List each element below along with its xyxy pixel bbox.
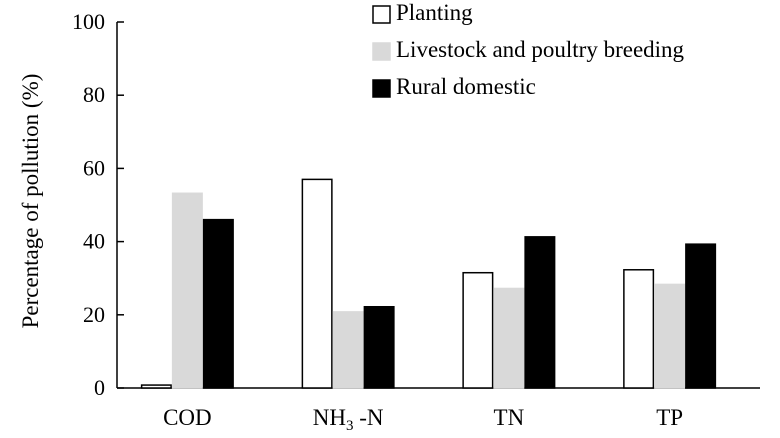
category-labels: COD NH3 -N TN TP xyxy=(163,405,683,434)
bar-livestock-2 xyxy=(493,287,525,389)
bar-rural-2 xyxy=(524,236,556,389)
bar-livestock-3 xyxy=(654,283,686,389)
x-category-label: TN xyxy=(494,405,525,430)
y-tick-label: 80 xyxy=(83,82,105,107)
legend-swatch xyxy=(372,79,391,98)
x-category-label: COD xyxy=(163,405,212,430)
bars xyxy=(140,178,717,389)
y-axis-title: Percentage of pollution (%) xyxy=(18,74,43,329)
bar-planting-2 xyxy=(462,271,494,389)
bar-livestock-0 xyxy=(171,192,203,389)
legend-label: Planting xyxy=(396,0,473,25)
x-category-label: TP xyxy=(656,405,683,430)
bar-rural-1 xyxy=(363,305,395,389)
y-tick-label: 0 xyxy=(94,375,105,400)
y-axis-title-group: Percentage of pollution (%) xyxy=(18,74,43,329)
bar-rural-3 xyxy=(685,243,717,389)
y-tick-label: 20 xyxy=(83,302,105,327)
legend-label: Livestock and poultry breeding xyxy=(396,37,685,62)
bar-planting-0 xyxy=(140,384,172,389)
legend-swatch xyxy=(372,5,391,24)
bar-planting-3 xyxy=(623,269,655,389)
legend: Planting Livestock and poultry breeding Ru… xyxy=(372,0,685,99)
legend-swatch xyxy=(372,42,391,61)
bar-rural-0 xyxy=(202,218,234,389)
bar-livestock-1 xyxy=(332,311,364,389)
y-tick-label: 40 xyxy=(83,229,105,254)
x-category-label: NH3 -N xyxy=(313,405,384,434)
y-tick-label: 100 xyxy=(72,9,105,34)
bar-planting-1 xyxy=(301,178,333,389)
legend-label: Rural domestic xyxy=(396,74,536,99)
y-tick-label: 60 xyxy=(83,155,105,180)
y-ticks: 0 20 40 60 80 100 xyxy=(72,9,124,400)
